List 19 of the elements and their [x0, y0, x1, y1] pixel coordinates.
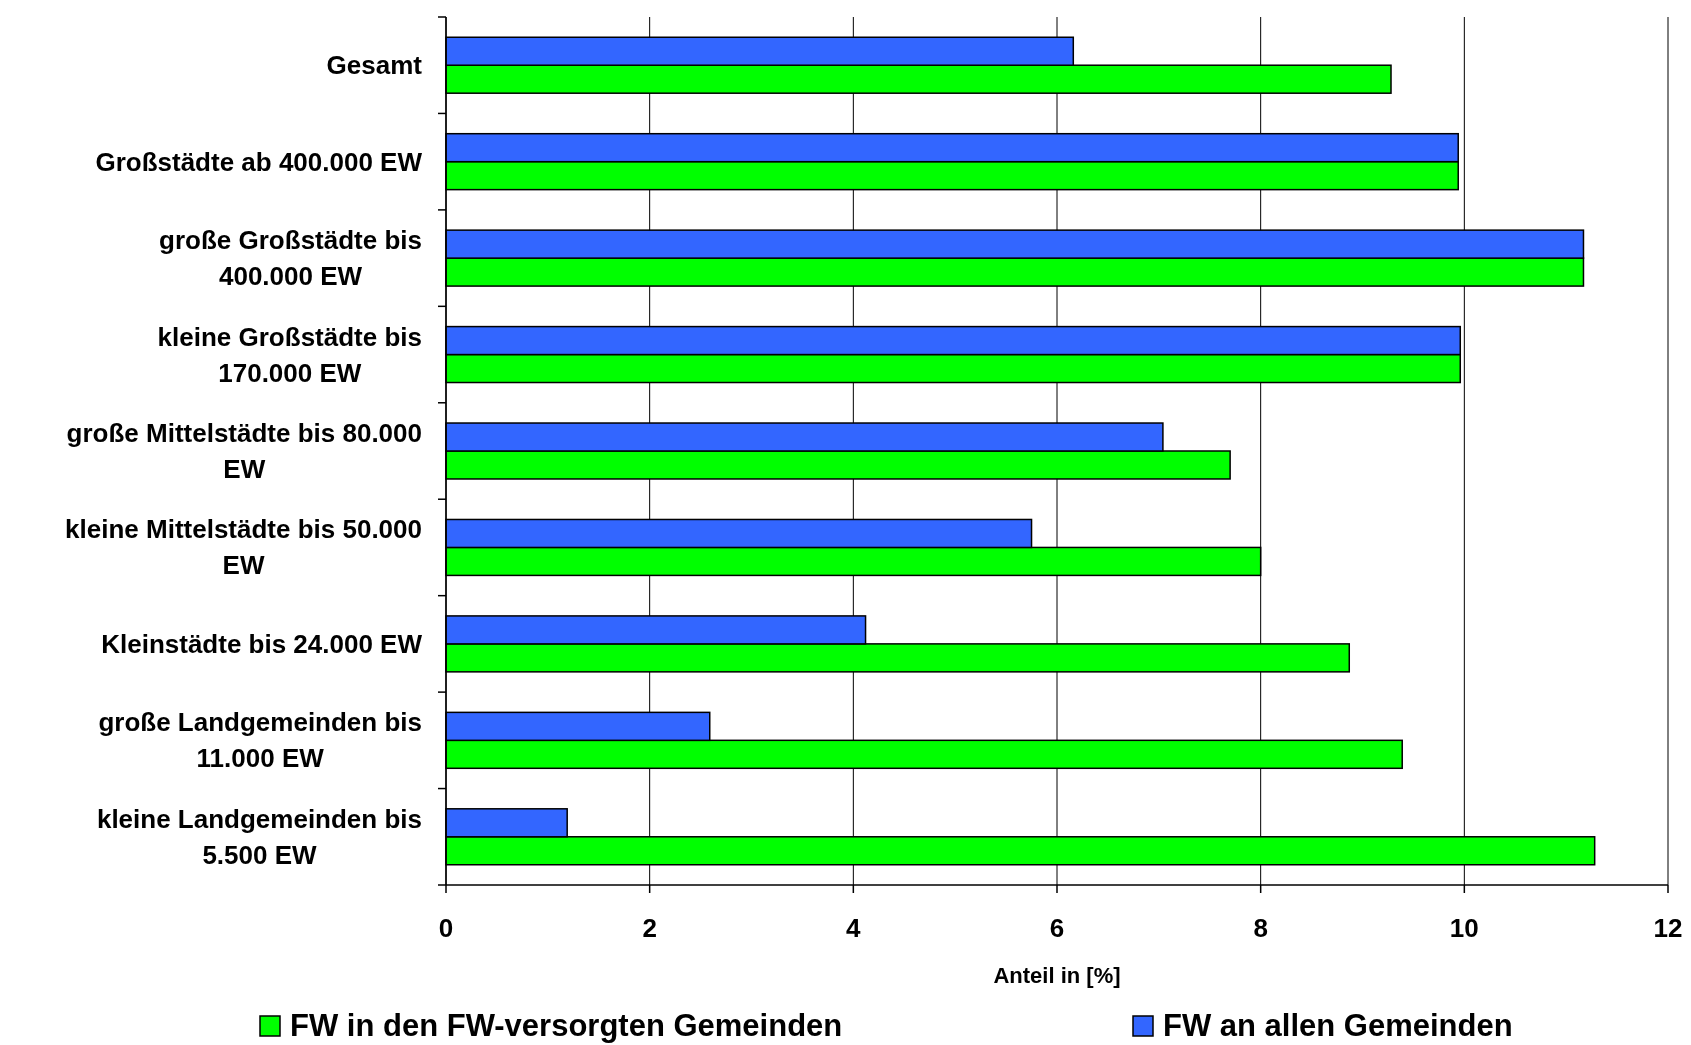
x-tick-label: 2 [642, 913, 657, 943]
x-axis-title: Anteil in [%] [993, 963, 1121, 988]
x-tick-label: 10 [1449, 913, 1479, 943]
y-tick-label: große Landgemeinden bis 11.000 EW [98, 707, 422, 774]
y-tick-label: kleine Landgemeinden bis 5.500 EW [96, 803, 422, 870]
y-tick-label: Kleinstädte bis 24.000 EW [101, 628, 423, 659]
x-tick-label: 8 [1253, 913, 1268, 943]
y-tick-label: kleine Mittelstädte bis 50.000 EW [65, 514, 422, 581]
y-tick-label: kleine Großstädte bis 170.000 EW [157, 321, 422, 388]
y-tick-label: große Großstädte bis 400.000 EW [159, 225, 422, 292]
legend-label: FW in den FW-versorgten Gemeinden [290, 1008, 843, 1043]
x-tick-label: 12 [1653, 913, 1683, 943]
x-tick-label: 0 [438, 913, 454, 943]
y-tick-label: große Mittelstädte bis 80.000 EW [66, 418, 422, 484]
legend-label: FW an allen Gemeinden [1163, 1008, 1513, 1043]
x-tick-label: 4 [846, 913, 862, 943]
y-tick-label: Gesamt [326, 50, 423, 81]
x-tick-label: 6 [1049, 913, 1065, 943]
y-tick-label: Großstädte ab 400.000 EW [95, 146, 423, 177]
